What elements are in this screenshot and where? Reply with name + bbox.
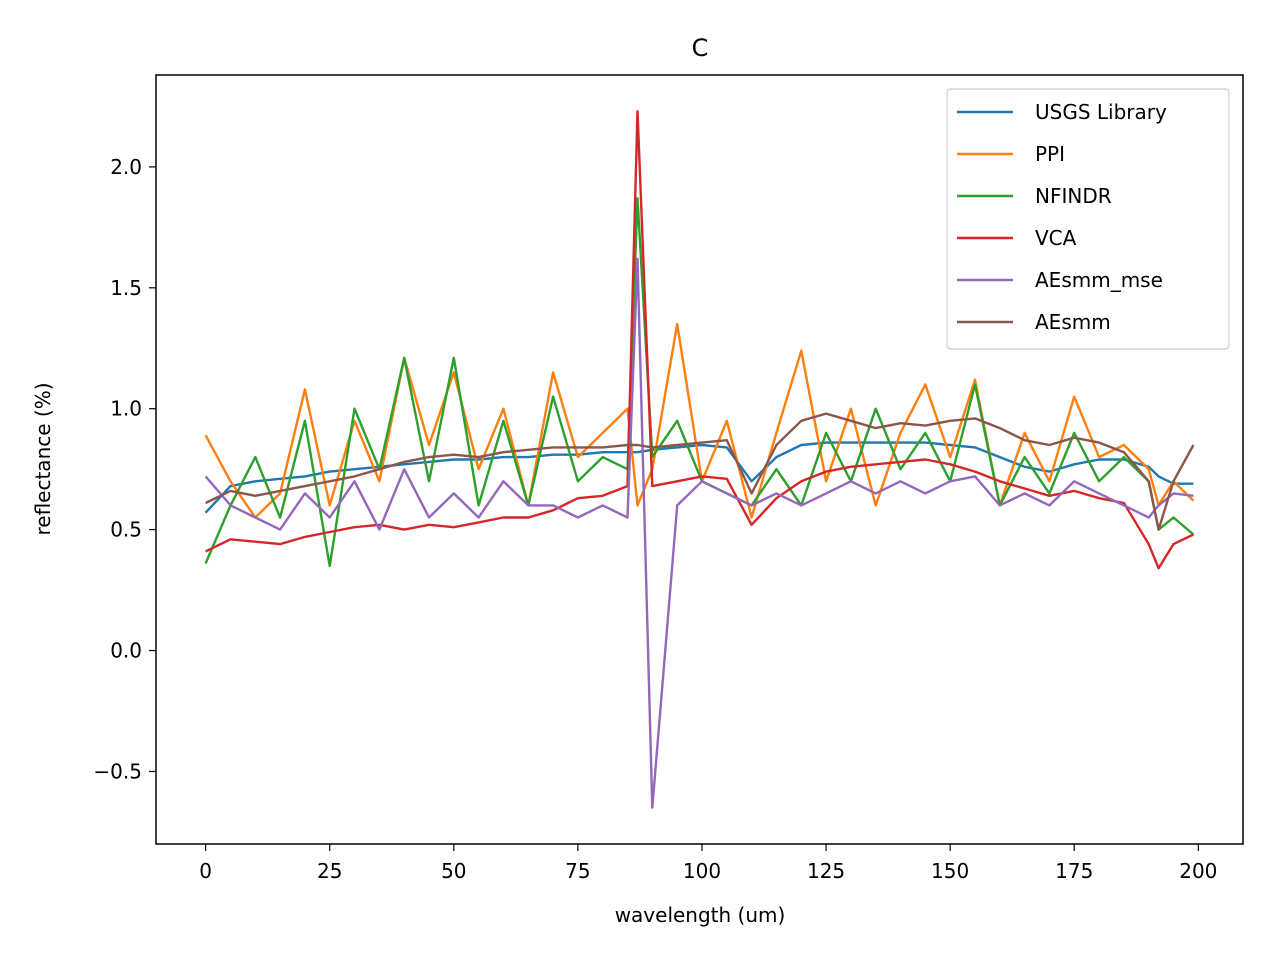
x-axis: 0 25 50 75 100 125 150 175 200 (199, 844, 1217, 883)
y-tick-label: −0.5 (93, 759, 142, 783)
legend: USGS Library PPI NFINDR VCA AEsmm_mse AEsmm (946, 88, 1230, 350)
y-tick-label: 1.0 (110, 397, 142, 421)
legend-label: USGS Library (1035, 100, 1167, 124)
x-tick-label: 125 (807, 859, 845, 883)
legend-box (946, 88, 1230, 350)
chart-title: C (692, 34, 709, 62)
x-tick-label: 75 (565, 859, 590, 883)
series-line-3 (205, 110, 1194, 570)
y-tick-label: 1.5 (110, 276, 142, 300)
x-tick-label: 200 (1179, 859, 1217, 883)
y-tick-label: 0.0 (110, 639, 142, 663)
x-tick-label: 25 (317, 859, 342, 883)
x-tick-label: 175 (1055, 859, 1093, 883)
legend-label: AEsmm_mse (1035, 268, 1163, 292)
legend-label: AEsmm (1035, 310, 1111, 334)
legend-label: NFINDR (1035, 184, 1112, 208)
legend-label: VCA (1035, 226, 1077, 250)
y-tick-label: 0.5 (110, 518, 142, 542)
x-tick-label: 100 (683, 859, 721, 883)
plot-frame (155, 74, 1244, 845)
y-axis: −0.5 0.0 0.5 1.0 1.5 2.0 (93, 155, 156, 783)
y-axis-label: reflectance (%) (31, 382, 55, 535)
series-line-4 (204, 257, 1194, 809)
x-axis-label: wavelength (um) (615, 903, 786, 927)
series-line-5 (205, 412, 1195, 531)
legend-label: PPI (1035, 142, 1065, 166)
x-tick-label: 150 (931, 859, 969, 883)
plot-lines (204, 110, 1195, 809)
x-tick-label: 50 (441, 859, 466, 883)
y-tick-label: 2.0 (110, 155, 142, 179)
x-tick-label: 0 (199, 859, 212, 883)
